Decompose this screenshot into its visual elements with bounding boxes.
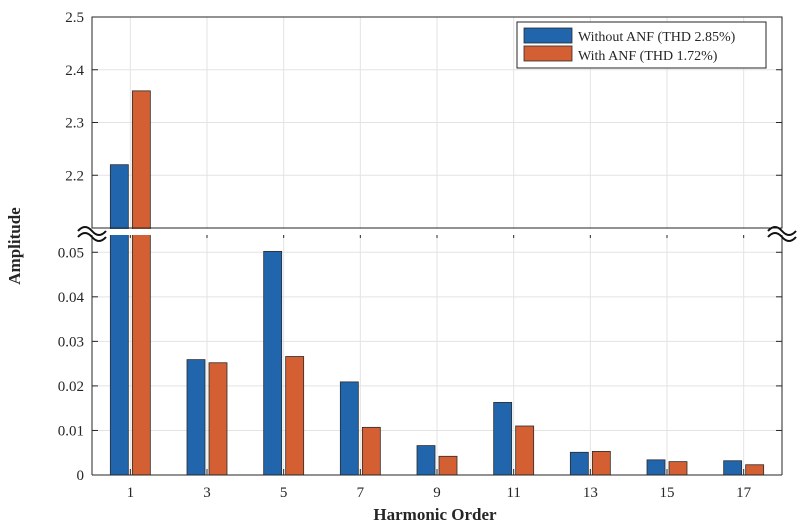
y-tick-label-upper-1: 2.3 [65, 116, 84, 132]
bar-s1-7 [361, 426, 381, 476]
y-tick-label-lower-2: 0.02 [58, 379, 84, 395]
x-tick-label-1: 3 [203, 485, 211, 501]
x-tick-label-8: 17 [736, 485, 752, 501]
y-tick-label-lower-0: 0 [77, 468, 85, 484]
y-tick-label-lower-3: 0.03 [58, 334, 84, 350]
legend-label-with-anf: With ANF (THD 1.72%) [578, 49, 718, 64]
break-mark-1-b [767, 232, 797, 242]
bars [109, 90, 765, 476]
bar-s0-5 [263, 250, 283, 476]
x-tick-label-6: 13 [583, 485, 598, 501]
y-tick-label-upper-2: 2.4 [65, 63, 84, 79]
legend: Without ANF (THD 2.85%) With ANF (THD 1.… [516, 21, 767, 69]
bar-s1-13 [591, 450, 611, 476]
axis-break-band [90, 229, 784, 235]
legend-swatch-with-anf [523, 45, 573, 62]
legend-swatch-without-anf [523, 27, 573, 44]
y-tick-label-upper-0: 2.2 [65, 168, 84, 184]
bar-s0-11 [493, 401, 513, 476]
axis-ticks: 00.010.020.030.040.052.22.32.42.51 3 5 7 9 11… [58, 10, 782, 501]
x-tick-label-4: 9 [433, 485, 441, 501]
x-tick-label-0: 1 [127, 485, 135, 501]
y-tick-label-lower-4: 0.04 [58, 290, 85, 306]
bar-s1-11 [515, 425, 535, 476]
x-tick-label-2: 5 [280, 485, 288, 501]
bar-s1-3 [208, 362, 228, 476]
x-tick-label-7: 15 [660, 485, 675, 501]
bar-s0-3 [186, 359, 206, 476]
y-axis-label: Amplitude [5, 207, 24, 285]
break-mark-1-a [767, 226, 797, 236]
y-tick-label-lower-5: 0.05 [58, 245, 84, 261]
bar-s0-1 [109, 164, 129, 476]
bar-s1-1 [131, 90, 151, 476]
bar-s1-9 [438, 455, 458, 476]
bar-s1-17 [745, 464, 765, 476]
legend-label-without-anf: Without ANF (THD 2.85%) [578, 30, 736, 45]
bar-s0-13 [569, 451, 589, 476]
x-axis-label: Harmonic Order [373, 505, 497, 524]
break-mark-0-b [77, 232, 107, 242]
x-tick-label-3: 7 [357, 485, 365, 501]
bar-s0-9 [416, 445, 436, 476]
bar-s0-17 [723, 460, 743, 476]
grid-lines [92, 16, 782, 476]
bar-s1-15 [668, 461, 688, 476]
x-tick-label-5: 11 [506, 485, 520, 501]
break-mark-0-a [77, 226, 107, 236]
bar-s0-7 [339, 381, 359, 476]
axis-break-marks [77, 226, 797, 242]
y-tick-label-lower-1: 0.01 [58, 423, 84, 439]
y-tick-label-upper-3: 2.5 [65, 10, 84, 26]
bar-s0-15 [646, 459, 666, 476]
bar-s1-5 [285, 356, 305, 476]
